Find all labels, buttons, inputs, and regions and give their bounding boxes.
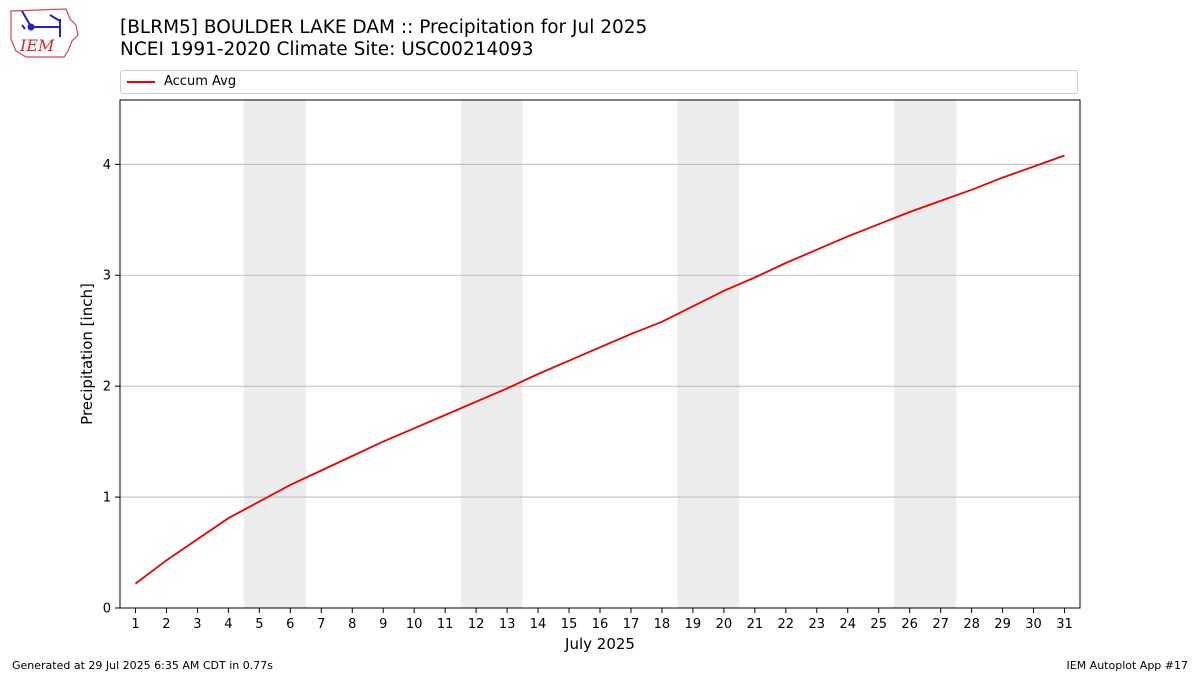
x-tick-label: 8 — [348, 617, 356, 632]
x-tick-label: 31 — [1056, 617, 1073, 632]
iem-logo: IEM — [8, 5, 80, 60]
x-axis-label: July 2025 — [564, 635, 635, 653]
series-line-accum-avg — [134, 154, 1065, 585]
x-tick-label: 28 — [963, 617, 980, 632]
weekend-shade-2 — [460, 100, 523, 608]
x-tick-label: 6 — [286, 617, 294, 632]
chart-legend: Accum Avg — [120, 70, 1078, 94]
x-tick-label: 20 — [716, 617, 733, 632]
x-tick-label: 10 — [406, 617, 423, 632]
x-tick-label: 22 — [778, 617, 795, 632]
generated-timestamp: Generated at 29 Jul 2025 6:35 AM CDT in … — [12, 659, 273, 672]
x-tick-label: 19 — [685, 617, 702, 632]
y-tick-label: 3 — [103, 269, 111, 284]
x-tick-label: 14 — [530, 617, 547, 632]
x-tick-label: 9 — [379, 617, 387, 632]
x-tick-label: 30 — [1025, 617, 1042, 632]
autoplot-app-label: IEM Autoplot App #17 — [1066, 659, 1189, 672]
x-axis: 1 2 3 4 5 6 7 8 9 10 11 12 13 14 15 16 17 18 19 20 21 22 23 24 2… — [131, 608, 1073, 632]
legend-line-swatch — [127, 81, 155, 83]
y-tick-label: 2 — [103, 380, 111, 395]
logo-text: IEM — [19, 36, 55, 55]
x-tick-label: 29 — [994, 617, 1011, 632]
x-tick-label: 18 — [654, 617, 671, 632]
weekend-shading — [243, 100, 957, 608]
x-tick-label: 7 — [317, 617, 325, 632]
x-tick-label: 16 — [592, 617, 609, 632]
x-tick-label: 11 — [437, 617, 454, 632]
y-axis-label: Precipitation [inch] — [78, 283, 96, 425]
weekend-shade-3 — [677, 100, 740, 608]
weekend-shade-1 — [243, 100, 306, 608]
x-tick-label: 27 — [932, 617, 949, 632]
legend-label-accum-avg: Accum Avg — [164, 74, 237, 89]
title-line-2: NCEI 1991-2020 Climate Site: USC00214093 — [120, 39, 534, 60]
x-tick-label: 12 — [468, 617, 485, 632]
x-tick-label: 2 — [162, 617, 170, 632]
x-tick-label: 24 — [839, 617, 856, 632]
title-line-1: [BLRM5] BOULDER LAKE DAM :: Precipitatio… — [120, 17, 648, 38]
x-tick-label: 4 — [224, 617, 232, 632]
y-tick-label: 4 — [103, 158, 111, 173]
y-tick-label: 0 — [103, 602, 111, 617]
x-tick-label: 23 — [809, 617, 826, 632]
x-tick-label: 21 — [747, 617, 764, 632]
x-tick-label: 26 — [901, 617, 918, 632]
x-tick-label: 15 — [561, 617, 578, 632]
chart-title: [BLRM5] BOULDER LAKE DAM :: Precipitatio… — [120, 17, 647, 61]
x-tick-label: 17 — [623, 617, 640, 632]
x-tick-label: 1 — [131, 617, 139, 632]
series-layer — [134, 154, 1065, 585]
x-tick-label: 3 — [193, 617, 201, 632]
y-axis: 0 1 2 3 4 — [103, 158, 120, 617]
x-tick-label: 25 — [870, 617, 887, 632]
y-gridlines — [120, 163, 1080, 498]
y-tick-label: 1 — [103, 491, 111, 506]
x-tick-label: 5 — [255, 617, 263, 632]
weekend-shade-4 — [894, 100, 957, 608]
x-tick-label: 13 — [499, 617, 516, 632]
